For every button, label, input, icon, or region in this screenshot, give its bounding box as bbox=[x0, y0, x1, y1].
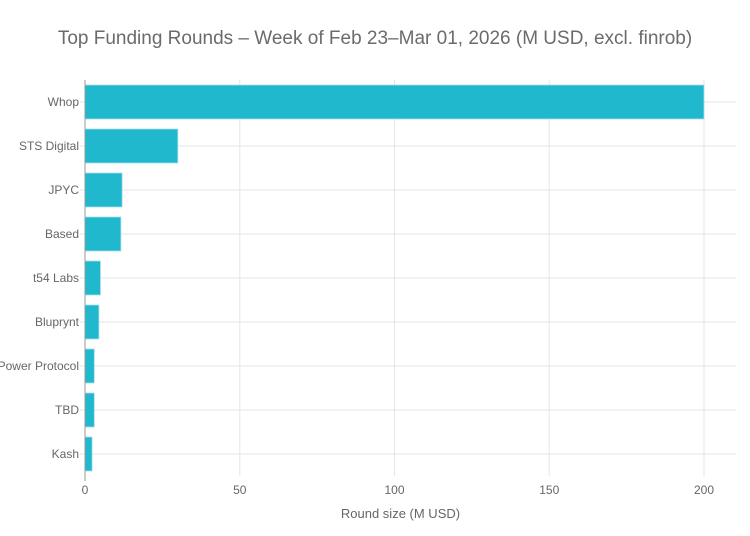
x-axis-label: Round size (M USD) bbox=[341, 506, 460, 521]
bar-kash bbox=[84, 436, 93, 472]
bar-power-protocol bbox=[84, 348, 95, 384]
chart-title: Top Funding Rounds – Week of Feb 23–Mar … bbox=[57, 28, 693, 49]
category-label: Power Protocol bbox=[0, 359, 79, 373]
bar-whop bbox=[84, 84, 705, 120]
category-label: Based bbox=[45, 227, 79, 241]
category-label: Kash bbox=[52, 447, 79, 461]
x-tick-label: 0 bbox=[82, 483, 89, 497]
bar-jpyc bbox=[84, 172, 123, 208]
bar-bluprynt bbox=[84, 304, 100, 340]
x-tick-label: 200 bbox=[694, 483, 714, 497]
bar-sts-digital bbox=[84, 128, 179, 164]
bar-tbd bbox=[84, 392, 95, 428]
bar-t54-labs bbox=[84, 260, 101, 296]
x-tick-label: 50 bbox=[233, 483, 247, 497]
x-tick-label: 100 bbox=[384, 483, 404, 497]
category-label: JPYC bbox=[48, 183, 79, 197]
category-label: Whop bbox=[48, 95, 80, 109]
category-label: t54 Labs bbox=[33, 271, 79, 285]
category-label: Bluprynt bbox=[35, 315, 80, 329]
category-label: STS Digital bbox=[19, 139, 79, 153]
x-tick-label: 150 bbox=[539, 483, 559, 497]
category-label: TBD bbox=[55, 403, 79, 417]
bar-based bbox=[84, 216, 122, 252]
